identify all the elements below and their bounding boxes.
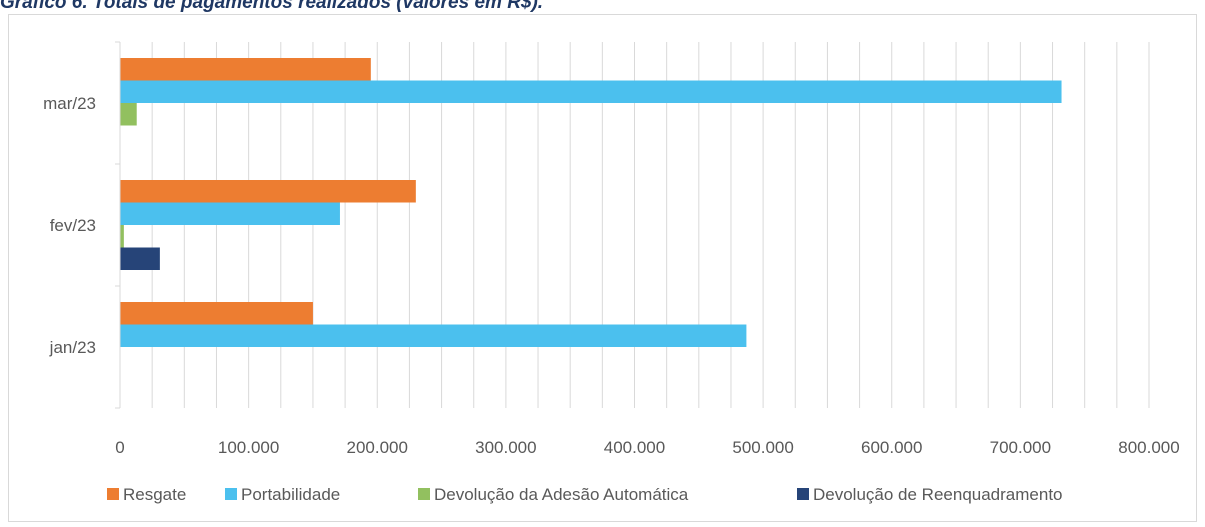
bar-resgate-fev-23 <box>120 180 416 203</box>
x-tick-label: 0 <box>115 438 124 457</box>
bar-resgate-jan-23 <box>120 302 313 325</box>
x-tick-label: 100.000 <box>218 438 279 457</box>
bar-devolucao-de-reenquadramento-fev-23 <box>120 247 160 270</box>
bar-resgate-mar-23 <box>120 58 371 81</box>
legend-label: Devolução da Adesão Automática <box>434 485 689 504</box>
x-tick-label: 500.000 <box>732 438 793 457</box>
legend-item-devolucao-da-adesao-automatica: Devolução da Adesão Automática <box>418 485 689 504</box>
bar-portabilidade-jan-23 <box>120 324 747 347</box>
legend-item-portabilidade: Portabilidade <box>225 485 340 504</box>
category-label: mar/23 <box>43 94 96 113</box>
x-tick-label: 300.000 <box>475 438 536 457</box>
legend-item-resgate: Resgate <box>107 485 186 504</box>
category-label: jan/23 <box>49 338 96 357</box>
legend-swatch <box>107 488 119 500</box>
legend-swatch <box>225 488 237 500</box>
bar-devolucao-da-adesao-automatica-fev-23 <box>120 225 124 248</box>
x-tick-label: 800.000 <box>1118 438 1179 457</box>
chart-title: Gráfico 6. Totais de pagamentos realizad… <box>0 0 544 13</box>
x-tick-label: 700.000 <box>990 438 1051 457</box>
axes: mar/23 fev/23 jan/23 0 100.000 200.000 300.000… <box>43 41 1180 457</box>
category-label: fev/23 <box>50 216 96 235</box>
x-tick-label: 400.000 <box>604 438 665 457</box>
bars <box>120 58 1062 347</box>
legend-label: Portabilidade <box>241 485 340 504</box>
bar-devolucao-da-adesao-automatica-mar-23 <box>120 103 137 126</box>
bar-portabilidade-fev-23 <box>120 202 340 225</box>
x-tick-label: 200.000 <box>347 438 408 457</box>
x-tick-label: 600.000 <box>861 438 922 457</box>
legend-swatch <box>418 488 430 500</box>
legend-item-devolucao-de-reenquadramento: Devolução de Reenquadramento <box>797 485 1063 504</box>
bar-portabilidade-mar-23 <box>120 80 1062 103</box>
legend-swatch <box>797 488 809 500</box>
legend-label: Resgate <box>123 485 186 504</box>
legend-label: Devolução de Reenquadramento <box>813 485 1063 504</box>
legend: Resgate Portabilidade Devolução da Adesão … <box>107 485 1063 504</box>
